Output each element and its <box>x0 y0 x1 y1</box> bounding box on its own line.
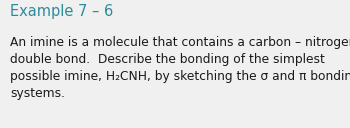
Text: Example 7 – 6: Example 7 – 6 <box>10 4 114 19</box>
Text: An imine is a molecule that contains a carbon – nitrogen
double bond.  Describe : An imine is a molecule that contains a c… <box>10 36 350 100</box>
